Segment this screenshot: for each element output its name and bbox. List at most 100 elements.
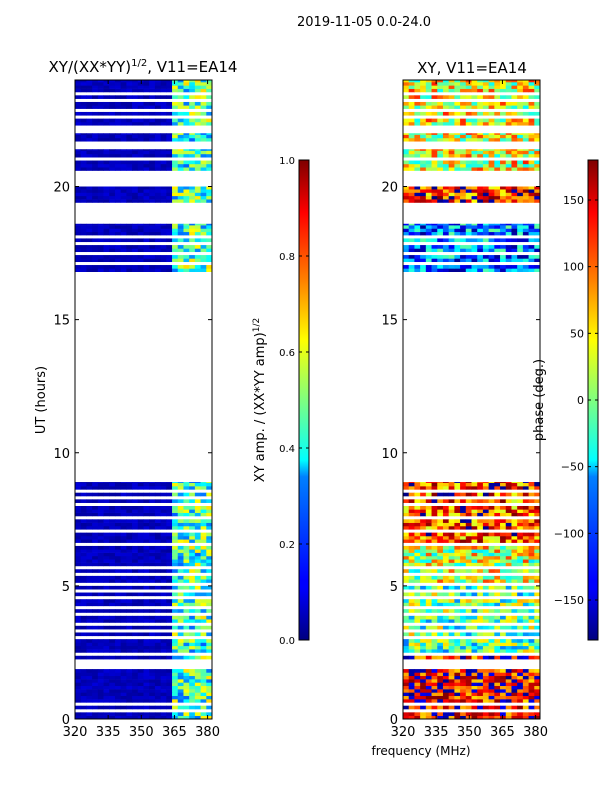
heatmap-cell xyxy=(194,682,201,687)
heatmap-cell xyxy=(408,579,415,583)
x-tick-label: 335 xyxy=(96,725,121,740)
heatmap-cell xyxy=(505,137,512,142)
heatmap-cell xyxy=(403,195,410,200)
heatmap-cell xyxy=(494,245,501,249)
heatmap-cell xyxy=(194,692,201,697)
heatmap-cell xyxy=(482,80,490,83)
heatmap-cell xyxy=(482,625,490,630)
heatmap-cell xyxy=(437,712,444,716)
heatmap-cell xyxy=(425,85,432,89)
heatmap-cell xyxy=(488,231,495,236)
heatmap-cell xyxy=(80,625,87,630)
heatmap-cell xyxy=(132,82,139,86)
heatmap-cell xyxy=(92,189,99,193)
heatmap-cell xyxy=(75,649,82,653)
heatmap-cell xyxy=(511,549,518,553)
heatmap-cell xyxy=(132,545,139,550)
heatmap-cell xyxy=(97,167,104,171)
heatmap-cell xyxy=(505,85,512,89)
heatmap-cell xyxy=(494,223,501,226)
heatmap-cell xyxy=(528,85,535,89)
heatmap-cell xyxy=(75,225,82,229)
heatmap-cell xyxy=(528,679,535,683)
heatmap-cell xyxy=(194,602,201,607)
heatmap-cell xyxy=(482,602,490,607)
heatmap-cell xyxy=(80,268,87,272)
heatmap-cell xyxy=(166,609,173,613)
heatmap-cell xyxy=(132,672,139,677)
heatmap-cell xyxy=(420,519,427,523)
heatmap-cell xyxy=(149,80,156,83)
heatmap-cell xyxy=(500,682,507,687)
heatmap-cell xyxy=(120,80,127,83)
heatmap-cell xyxy=(114,245,122,249)
heatmap-cell xyxy=(120,672,127,677)
heatmap-cell xyxy=(149,167,156,171)
heatmap-cell xyxy=(143,133,150,135)
heatmap-cell xyxy=(477,134,484,139)
y-tick-label: 15 xyxy=(53,314,70,329)
heatmap-cell xyxy=(454,619,461,623)
heatmap-cell xyxy=(477,238,484,243)
heatmap-cell xyxy=(500,532,507,537)
heatmap-cell xyxy=(183,549,190,553)
heatmap-cell xyxy=(97,223,104,226)
heatmap-cell xyxy=(477,225,484,229)
heatmap-cell xyxy=(414,258,421,263)
heatmap-cell xyxy=(505,579,512,583)
heatmap-cell xyxy=(408,682,415,687)
heatmap-cell xyxy=(522,134,529,139)
heatmap-cell xyxy=(86,238,93,243)
heatmap-cell xyxy=(494,506,501,510)
heatmap-cell xyxy=(488,599,495,603)
heatmap-cell xyxy=(488,619,495,623)
heatmap-cell xyxy=(488,689,495,693)
heatmap-cell xyxy=(120,499,127,503)
heatmap-cell xyxy=(160,492,167,497)
heatmap-cell xyxy=(500,672,507,677)
heatmap-cell xyxy=(534,639,541,643)
heatmap-cell xyxy=(194,535,201,540)
heatmap-cell xyxy=(425,88,432,93)
heatmap-cell xyxy=(454,539,461,543)
heatmap-cell xyxy=(517,231,524,236)
heatmap-cell xyxy=(103,559,110,563)
heatmap-cell xyxy=(454,615,461,620)
heatmap-cell xyxy=(454,625,461,630)
heatmap-cell xyxy=(528,111,535,116)
heatmap-cell xyxy=(75,80,82,83)
heatmap-cell xyxy=(500,137,507,142)
heatmap-cell xyxy=(109,486,116,490)
heatmap-cell xyxy=(154,482,162,487)
heatmap-cell xyxy=(511,559,518,563)
heatmap-cell xyxy=(505,685,512,690)
heatmap-cell xyxy=(143,672,150,677)
heatmap-cell xyxy=(482,642,490,647)
heatmap-cell xyxy=(92,615,99,620)
heatmap-cell xyxy=(194,225,201,229)
heatmap-cell xyxy=(80,532,87,537)
heatmap-cell xyxy=(114,231,122,236)
heatmap-cell xyxy=(465,705,472,710)
heatmap-cell xyxy=(437,675,444,680)
heatmap-cell xyxy=(189,609,196,613)
heatmap-cell xyxy=(194,625,201,630)
heatmap-cell xyxy=(172,223,179,226)
heatmap-cell xyxy=(471,105,478,109)
heatmap-cell xyxy=(477,255,484,259)
heatmap-cell xyxy=(477,512,484,517)
heatmap-cell xyxy=(442,88,450,93)
heatmap-cell xyxy=(154,225,162,229)
heatmap-cell xyxy=(500,95,507,99)
heatmap-cell xyxy=(534,699,541,703)
heatmap-cell xyxy=(200,133,207,135)
heatmap-cell xyxy=(154,101,162,106)
heatmap-cell xyxy=(425,265,432,269)
heatmap-cell xyxy=(454,705,461,710)
heatmap-cell xyxy=(465,95,472,99)
heatmap-cell xyxy=(183,137,190,142)
heatmap-cell xyxy=(200,689,207,693)
heatmap-cell xyxy=(183,672,190,677)
heatmap-cell xyxy=(471,486,478,490)
heatmap-cell xyxy=(442,199,450,203)
